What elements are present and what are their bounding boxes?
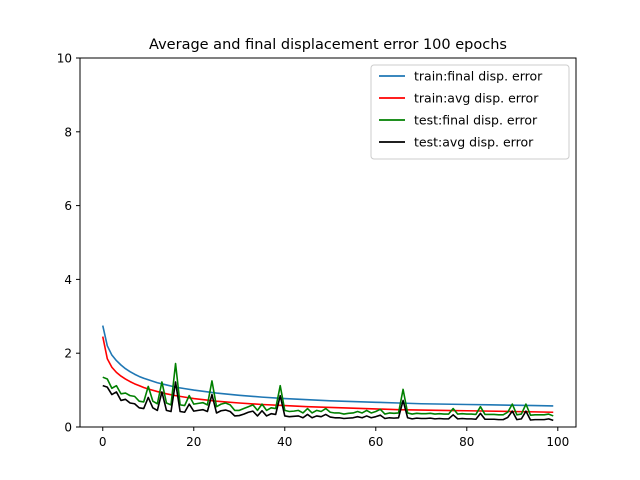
series-line-4: [102, 381, 554, 422]
legend-label: test:avg disp. error: [414, 135, 534, 150]
series-layer: [101, 325, 554, 422]
series-line-2: [101, 336, 554, 414]
y-tick-label: 6: [64, 199, 72, 213]
x-tick-label: 40: [277, 435, 292, 449]
series-line-1: [101, 325, 554, 407]
series-line-3: [102, 362, 554, 417]
x-axis: 0 20 40 60 80 100: [99, 427, 569, 449]
legend-box: [370, 64, 570, 160]
legend-label: train:final disp. error: [414, 69, 543, 84]
chart-title: Average and final displacement error 100…: [149, 37, 507, 53]
y-tick-label: 8: [64, 125, 72, 139]
x-tick-label: 0: [99, 435, 107, 449]
y-axis: 0 2 4 6 8 10: [57, 52, 80, 435]
y-tick-label: 4: [64, 273, 72, 287]
x-tick-label: 100: [546, 435, 569, 449]
x-tick-label: 20: [186, 435, 201, 449]
y-tick-label: 2: [64, 347, 72, 361]
y-tick-label: 10: [57, 52, 72, 66]
plot-frame: [79, 57, 577, 428]
y-tick-label: 0: [64, 421, 72, 435]
x-tick-label: 80: [459, 435, 474, 449]
legend-label: train:avg disp. error: [414, 91, 539, 106]
x-tick-label: 60: [368, 435, 383, 449]
legend: train:final disp. error train:avg disp. e…: [370, 64, 570, 160]
legend-label: test:final disp. error: [414, 113, 538, 128]
